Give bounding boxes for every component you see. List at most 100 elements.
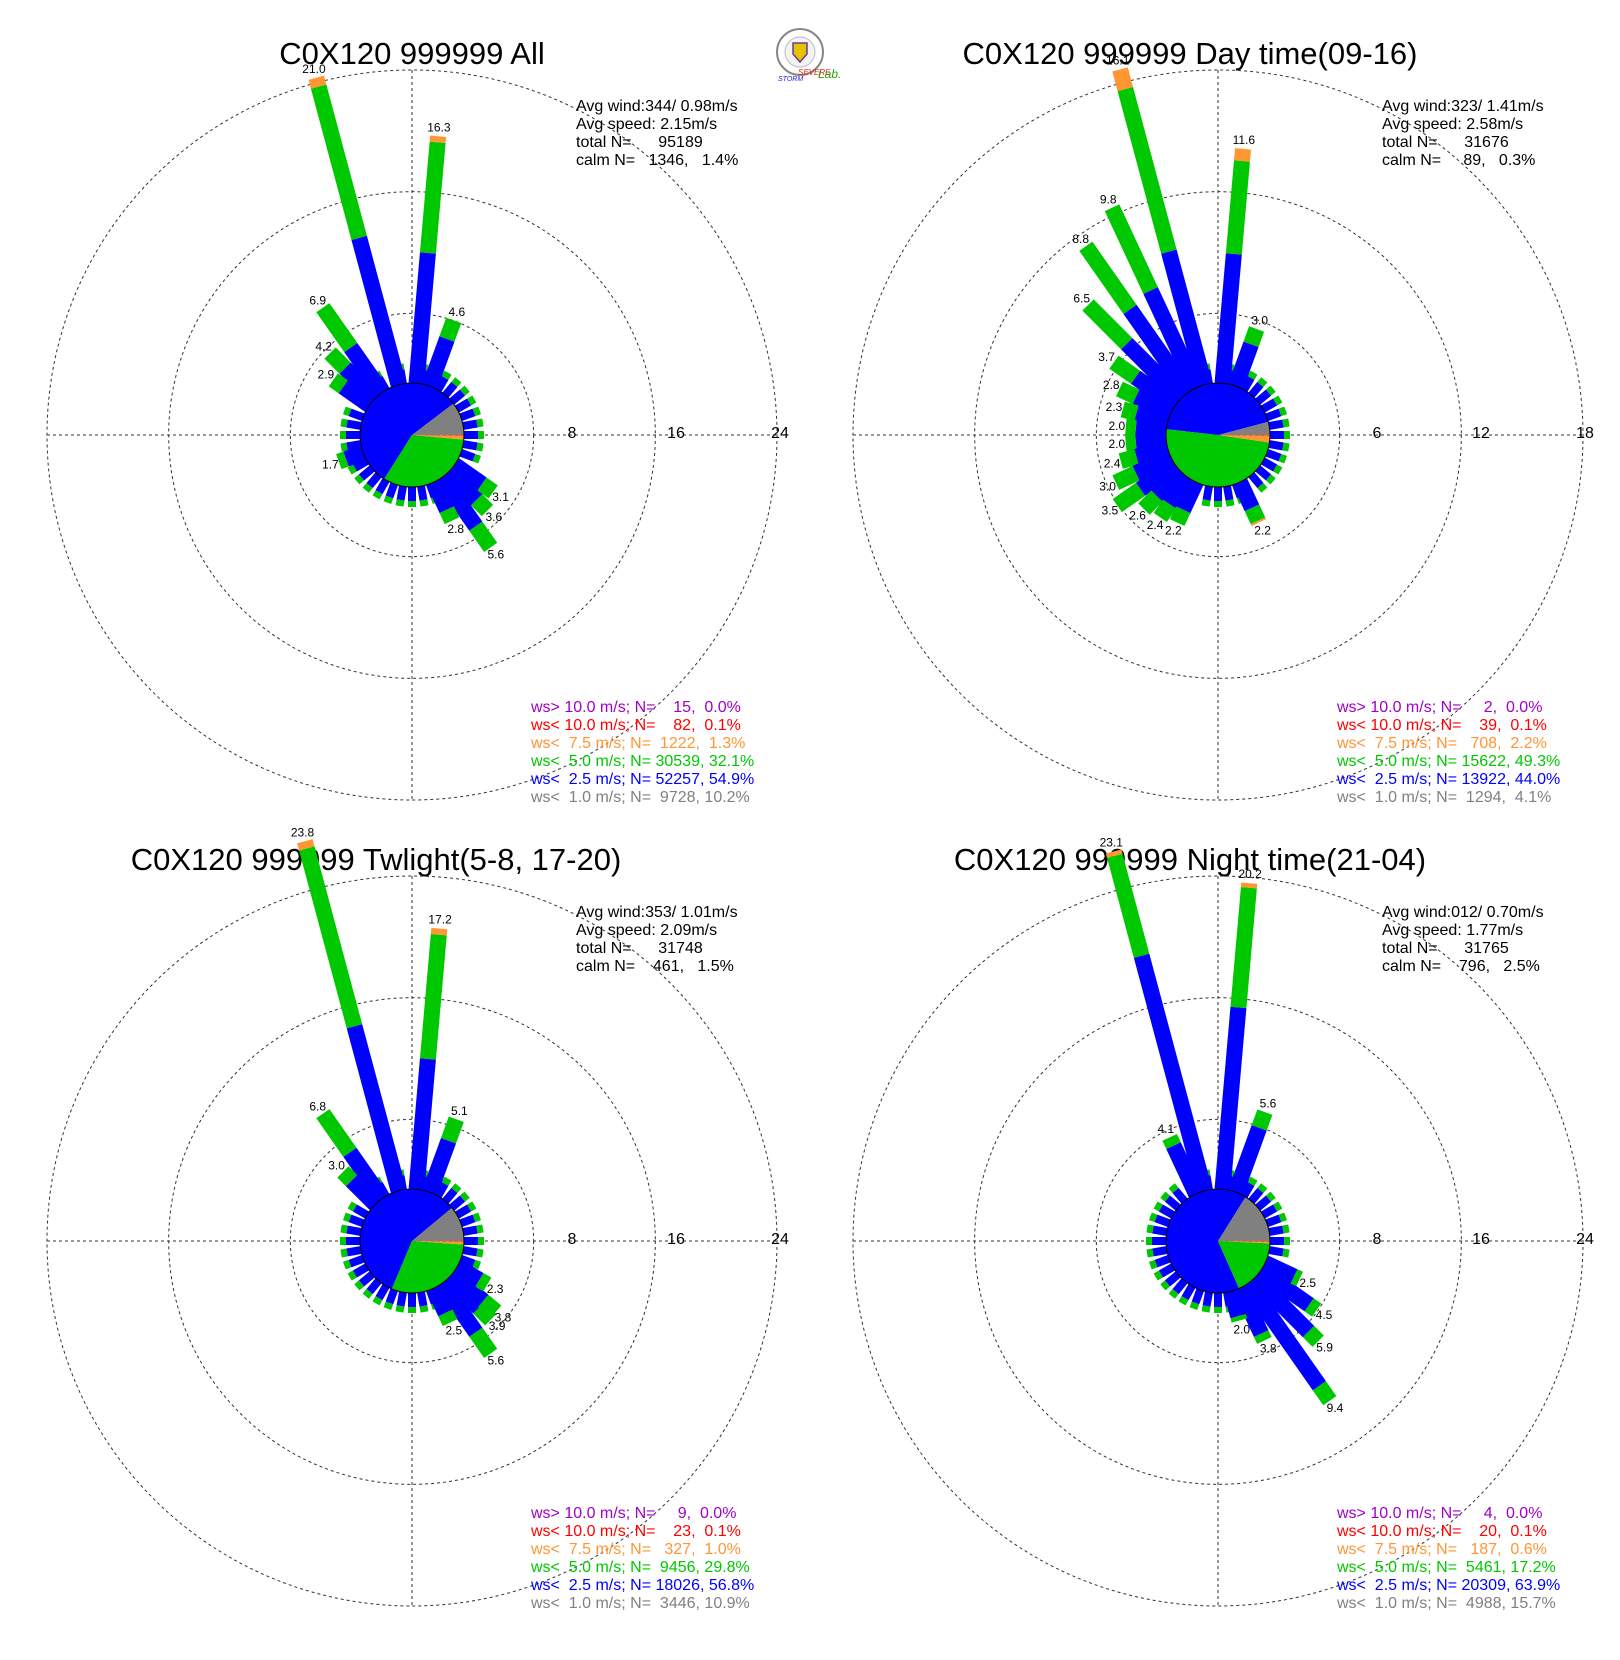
minor-direction-bar [1261, 398, 1278, 413]
direction-bar-label: 2.0 [1108, 419, 1125, 433]
minor-direction-bar [396, 1291, 407, 1307]
minor-direction-bar [1268, 419, 1284, 430]
minor-direction-bar [358, 1271, 375, 1287]
minor-direction-bar-tip [1257, 377, 1268, 388]
stats-box: Avg wind:344/ 0.98m/s Avg speed: 2.15m/s… [576, 98, 738, 169]
direction-bar-segment [1135, 431, 1167, 451]
direction-bar-segment [1112, 466, 1140, 490]
direction-bar-segment [1256, 1264, 1314, 1312]
minor-direction-bar [352, 1263, 369, 1278]
minor-direction-bar-tip [1225, 499, 1235, 507]
direction-bar-label: 5.6 [487, 1354, 504, 1368]
direction-bar-segment [426, 478, 455, 514]
minor-direction-bar [1265, 1214, 1282, 1227]
speed-legend: ws> 10.0 m/s; N= 2, 0.0% ws< 10.0 m/s; N… [1336, 699, 1560, 806]
direction-bar-segment [1132, 449, 1175, 481]
direction-bar-label: 3.1 [492, 490, 509, 504]
avg-wind-text: Avg wind:012/ 0.70m/s [1382, 904, 1544, 921]
minor-direction-bar-tip [1282, 442, 1290, 452]
direction-bar-label: 2.5 [1299, 1276, 1316, 1290]
direction-bar-label: 2.2 [1254, 524, 1271, 538]
direction-bar-segment [1134, 440, 1170, 465]
direction-bar-segment [1135, 458, 1180, 496]
pie-slice-below-7-5 [1218, 435, 1270, 443]
direction-bar-segment [1302, 1325, 1324, 1347]
direction-bar-segment [471, 494, 494, 517]
avg-speed-text: Avg speed: 2.15m/s [576, 116, 717, 133]
minor-direction-bar [358, 465, 375, 481]
panel-title: C0X120 999999 Twlight(5-8, 17-20) [131, 842, 622, 877]
direction-bar-segment [408, 252, 436, 384]
direction-bar-label: 2.4 [1147, 518, 1164, 532]
total-n-text: total N= 31765 [1382, 940, 1509, 957]
minor-direction-bar [417, 1291, 428, 1307]
minor-direction-bar [375, 1284, 390, 1301]
minor-direction-bar-tip [1178, 1296, 1189, 1306]
legend-above-10: ws> 10.0 m/s; N= 2, 0.0% [1336, 699, 1542, 716]
windrose-plot: 21.0 16.3 6.9 4.6 4.2 2.9 5.6 2.8 3.6 3.1 1.7 [46, 62, 778, 801]
direction-bar-segment [1232, 1284, 1269, 1337]
logo-text-storm: STORM [778, 76, 803, 83]
minor-direction-bar [1265, 408, 1282, 421]
direction-bar-segment [430, 927, 448, 936]
minor-direction-bar-tip [1282, 418, 1290, 428]
minor-direction-bar [1202, 485, 1213, 501]
minor-direction-bar [1248, 472, 1264, 489]
legend-below-2-5: ws< 2.5 m/s; N= 18026, 56.8% [530, 1577, 754, 1594]
minor-direction-bar [1248, 381, 1264, 398]
minor-direction-bar [1268, 440, 1284, 451]
minor-direction-bar-tip [395, 499, 405, 507]
minor-direction-bar-tip [1201, 499, 1211, 507]
direction-bar-segment [475, 1272, 492, 1292]
legend-below-10: ws< 10.0 m/s; N= 20, 0.1% [1336, 1523, 1547, 1540]
minor-direction-bar-tip [1278, 453, 1288, 464]
direction-bar-segment [1304, 1298, 1322, 1317]
legend-below-7-5: ws< 7.5 m/s; N= 1222, 1.3% [530, 735, 745, 752]
panel-title: C0X120 999999 All [279, 36, 544, 71]
direction-bar-segment [1082, 299, 1133, 350]
minor-direction-bar-tip [354, 474, 365, 485]
direction-bar-segment [1135, 419, 1167, 439]
direction-bar-label: 5.6 [1260, 1097, 1277, 1111]
legend-below-7-5: ws< 7.5 m/s; N= 327, 1.0% [530, 1541, 741, 1558]
direction-bar-segment [440, 1116, 464, 1144]
direction-bar-segment [1249, 1272, 1315, 1338]
avg-speed-text: Avg speed: 2.09m/s [576, 922, 717, 939]
ring-label-1: 8 [1373, 1231, 1382, 1248]
logo-text-lab: Lab. [818, 67, 841, 81]
minor-direction-bar-tip [1153, 1201, 1163, 1212]
minor-direction-bar [346, 1225, 362, 1236]
minor-direction-bar-tip [472, 1212, 482, 1223]
minor-direction-bar [449, 389, 466, 405]
direction-bar-segment [1151, 466, 1187, 502]
pie-slice-below-7-5 [1218, 1241, 1270, 1244]
direction-bar-segment [1162, 1133, 1181, 1150]
minor-direction-bar-tip [342, 1259, 352, 1270]
direction-bar-segment [1225, 160, 1250, 255]
minor-direction-bar-tip [362, 482, 373, 493]
minor-direction-bar [348, 1214, 365, 1227]
direction-bar-segment [435, 473, 483, 531]
pie-slice-below-2-5 [360, 382, 454, 479]
minor-direction-bar-tip [459, 1191, 470, 1202]
direction-bar-segment [351, 235, 407, 387]
stats-box: Avg wind:323/ 1.41m/s Avg speed: 2.58m/s… [1382, 98, 1544, 169]
direction-bar-segment [1228, 341, 1259, 389]
direction-bar-segment [1214, 253, 1242, 384]
direction-bar-label: 6.5 [1073, 292, 1090, 306]
pie-slice-below-2-5 [1166, 1189, 1246, 1294]
ring-label-2: 16 [667, 1231, 685, 1248]
minor-direction-bar-tip [1148, 1259, 1158, 1270]
avg-wind-text: Avg wind:344/ 0.98m/s [576, 98, 738, 115]
direction-bar-segment [1133, 953, 1213, 1193]
direction-bar-segment [1312, 1381, 1337, 1406]
direction-bar-label: 2.6 [1129, 508, 1146, 522]
legend-below-1: ws< 1.0 m/s; N= 3446, 10.9% [530, 1595, 750, 1612]
minor-direction-bar [1223, 485, 1234, 501]
minor-direction-bar [459, 1255, 476, 1268]
minor-direction-bar [459, 408, 476, 421]
direction-bar-label: 4.5 [1316, 1308, 1333, 1322]
minor-direction-bar-tip [1282, 1248, 1290, 1258]
direction-bar-segment [1109, 355, 1141, 384]
